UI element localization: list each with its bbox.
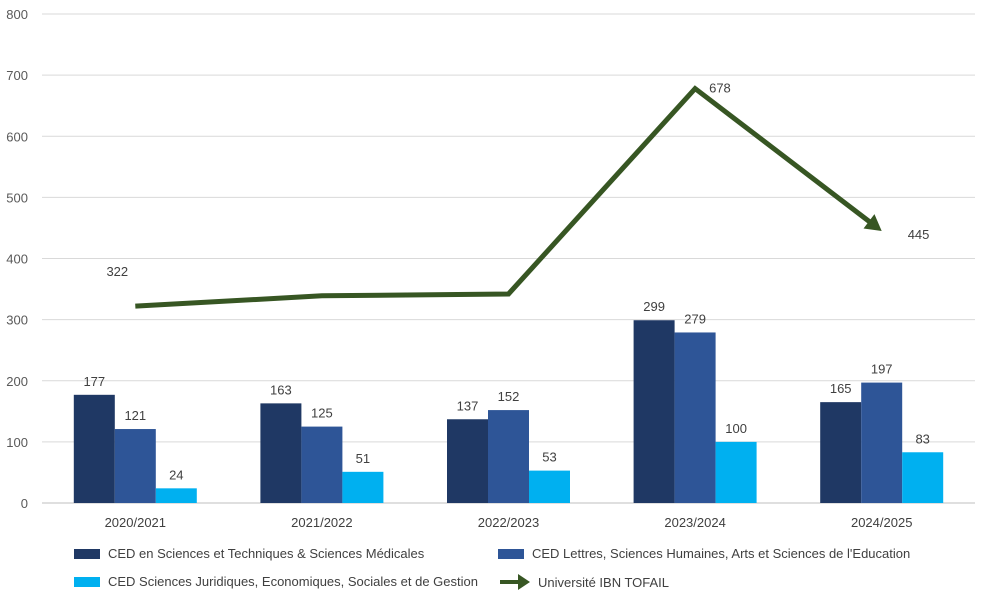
line-arrowhead	[863, 214, 882, 231]
bar-data-label: 53	[542, 450, 556, 465]
bar	[155, 488, 197, 503]
y-tick-label: 300	[6, 313, 28, 328]
x-tick-label: 2021/2022	[291, 515, 352, 530]
legend-item-series-3: CED Sciences Juridiques, Economiques, So…	[74, 574, 478, 589]
bar-data-label: 177	[83, 374, 105, 389]
x-tick-label: 2024/2025	[851, 515, 912, 530]
series-line	[135, 85, 874, 309]
bar	[488, 410, 529, 503]
bar-data-label: 51	[356, 451, 370, 466]
x-tick-label: 2022/2023	[478, 515, 539, 530]
bar-data-label: 299	[643, 299, 665, 314]
bar	[114, 429, 156, 503]
y-axis: 0 100 200 300 400 500 600 700 800	[6, 7, 28, 511]
bar-data-label: 163	[270, 382, 292, 397]
bar	[820, 402, 862, 503]
bar	[633, 320, 675, 503]
bar-data-label: 100	[725, 421, 747, 436]
bar	[902, 452, 944, 503]
legend-item-series-1: CED en Sciences et Techniques & Sciences…	[74, 546, 424, 561]
bar-data-label: 24	[169, 467, 183, 482]
x-tick-label: 2020/2021	[105, 515, 166, 530]
y-tick-label: 800	[6, 7, 28, 22]
line-data-label: 445	[908, 227, 930, 242]
x-tick-label: 2023/2024	[664, 515, 725, 530]
bar-data-label: 165	[830, 381, 852, 396]
bar	[260, 403, 302, 503]
y-tick-label: 500	[6, 190, 28, 205]
legend-item-series-4: Université IBN TOFAIL	[498, 572, 669, 592]
gridlines	[42, 13, 975, 504]
legend-label-series-3: CED Sciences Juridiques, Economiques, So…	[108, 574, 478, 589]
legend: CED en Sciences et Techniques & Sciences…	[0, 540, 987, 597]
y-tick-label: 0	[21, 496, 28, 511]
legend-arrow-icon	[500, 574, 530, 590]
bar-data-label: 152	[498, 389, 520, 404]
combo-chart: 0 100 200 300 400 500 600 700 800 177 163 137 299 16…	[6, 7, 975, 530]
y-tick-label: 100	[6, 435, 28, 450]
line-data-label: 678	[709, 81, 731, 96]
bar	[861, 382, 903, 503]
bar-data-labels: 177 163 137 299 165 121 125 152 279 197 24 51 53 100 8…	[83, 299, 929, 482]
line-data-label: 322	[106, 264, 128, 279]
bar-data-label: 197	[871, 362, 893, 377]
bar	[301, 426, 343, 503]
legend-swatch-series-3	[74, 576, 100, 587]
legend-item-series-2: CED Lettres, Sciences Humaines, Arts et …	[498, 546, 910, 561]
y-tick-label: 400	[6, 252, 28, 267]
legend-label-series-1: CED en Sciences et Techniques & Sciences…	[108, 546, 425, 561]
bar-data-label: 121	[124, 408, 146, 423]
y-tick-label: 200	[6, 374, 28, 389]
line-series: 322 678 445	[106, 81, 930, 309]
x-axis: 2020/2021 2021/2022 2022/2023 2023/2024 2024…	[105, 515, 913, 530]
y-tick-label: 600	[6, 129, 28, 144]
bar-data-label: 83	[915, 431, 929, 446]
bar-data-label: 125	[311, 406, 333, 421]
bar-data-label: 137	[457, 398, 479, 413]
legend-label-series-2: CED Lettres, Sciences Humaines, Arts et …	[532, 546, 911, 561]
legend-swatch-series-1	[74, 548, 100, 559]
bar	[342, 471, 384, 503]
bar	[447, 419, 488, 503]
legend-swatch-series-2	[498, 548, 524, 559]
bar-data-label: 279	[684, 311, 706, 326]
bar	[73, 394, 115, 503]
bar-series	[73, 320, 944, 503]
chart-area: 0 100 200 300 400 500 600 700 800 177 163 137 299 16…	[6, 7, 975, 530]
y-tick-label: 700	[6, 68, 28, 83]
bar	[529, 470, 570, 503]
bar	[715, 441, 757, 503]
legend-label-series-4: Université IBN TOFAIL	[538, 574, 670, 590]
bar	[674, 332, 716, 503]
